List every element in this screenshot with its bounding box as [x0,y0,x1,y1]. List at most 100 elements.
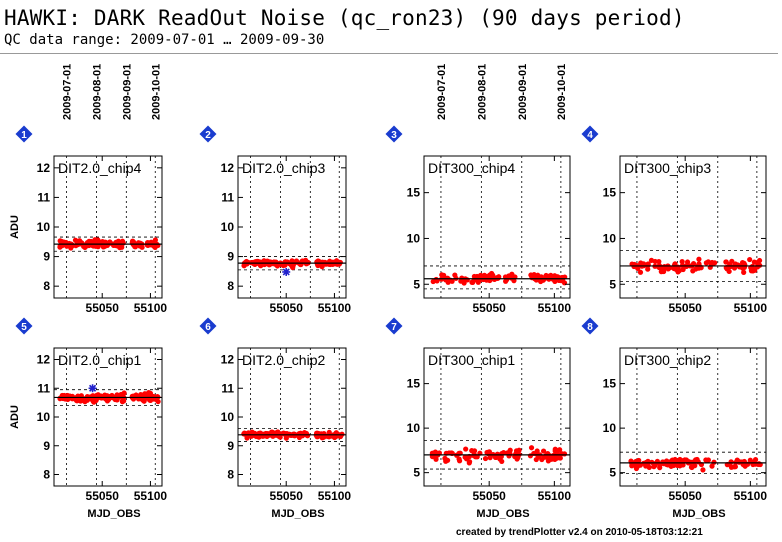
x-tick-label: 55050 [86,301,120,315]
y-tick-label: 10 [603,421,617,435]
panel-badge-number: 3 [391,130,397,141]
outlier-point [282,267,291,276]
data-point [711,459,717,465]
data-point [473,454,479,460]
plot-frame [423,347,571,487]
data-point [442,455,448,461]
data-point [631,462,637,468]
x-axis-label: MJD_OBS [672,508,725,520]
data-point [756,461,762,467]
data-point [114,242,120,248]
y-tick-label: 8 [43,468,50,482]
x-tick-label: 55050 [668,489,702,503]
panel-badge-number: 8 [587,322,593,333]
panel-badge-icon [581,317,599,335]
data-point [674,462,680,468]
y-tick-label: 9 [43,250,50,264]
data-point [305,259,311,265]
x-tick-label: 55050 [472,489,506,503]
y-tick-label: 12 [37,353,51,367]
data-point [456,456,462,462]
data-point [723,259,729,265]
y-tick-label: 10 [407,231,421,245]
y-axis-label: ADU [9,405,21,429]
y-axis-label: ADU [9,215,21,239]
data-point [452,272,458,278]
x-tick-label: 55100 [134,301,168,315]
data-point [284,431,290,437]
x-tick-label: 55100 [734,489,768,503]
x-tick-label: 55100 [318,301,352,315]
data-point [527,453,534,459]
data-point [752,457,759,463]
data-point [656,258,662,265]
data-point [727,263,734,270]
x-tick-label: 55100 [538,489,572,503]
date-tick-label: 2009-09-01 [121,64,133,120]
x-axis-label: MJD_OBS [271,508,324,520]
data-point [434,278,440,284]
data-point [558,278,564,284]
data-point [658,269,664,275]
panel-badge-number: 5 [21,322,27,333]
data-point [73,397,79,403]
panel-title: DIT300_chip3 [624,160,711,176]
date-tick-label: 2009-08-01 [476,64,488,120]
y-tick-label: 15 [603,377,617,391]
y-tick-label: 10 [603,231,617,245]
data-point [60,393,66,400]
y-tick-label: 11 [221,381,234,395]
panel-badge-icon [581,125,599,143]
x-tick-label: 55050 [270,301,304,315]
data-point [241,431,247,437]
data-point [534,448,540,454]
data-point [432,449,439,455]
y-tick-label: 8 [43,279,50,293]
data-point [668,463,674,469]
y-tick-label: 15 [407,186,421,200]
data-point [277,434,283,440]
panel-title: DIT300_chip1 [428,352,515,368]
data-point [728,459,734,465]
y-tick-label: 11 [37,381,50,395]
data-point [506,273,512,279]
data-point [703,457,709,463]
panel-title: DIT300_chip4 [428,160,515,176]
y-tick-label: 5 [609,466,616,480]
data-point [315,431,322,437]
panel-title: DIT2.0_chip4 [58,160,141,176]
footer-credit: created by trendPlotter v2.4 on 2010-05-… [456,527,703,538]
data-point [552,278,558,285]
data-point [693,457,699,463]
panel-title: DIT2.0_chip2 [242,352,325,368]
data-point [268,261,274,267]
y-tick-label: 10 [37,410,51,424]
data-point [554,455,560,461]
x-tick-label: 55100 [538,301,572,315]
y-tick-label: 8 [227,279,234,293]
date-tick-label: 2009-10-01 [150,64,162,120]
data-point [95,237,101,243]
data-point [635,462,641,468]
data-point [742,262,748,268]
data-point [531,271,537,278]
x-tick-label: 55050 [86,489,120,503]
data-point [689,464,695,471]
data-point [709,463,715,469]
data-point [735,262,741,268]
data-point [433,456,439,462]
x-axis-label: MJD_OBS [87,508,140,520]
title-divider [0,53,778,54]
data-point [430,278,436,285]
data-point [303,431,309,437]
data-point [543,275,550,281]
y-tick-label: 9 [227,439,234,453]
y-tick-label: 11 [37,190,50,204]
data-point [641,261,647,267]
data-point [757,262,763,268]
data-point [449,278,455,284]
plot-frame [237,347,347,487]
date-tick-label: 2009-09-01 [517,64,529,120]
data-point [751,259,757,265]
